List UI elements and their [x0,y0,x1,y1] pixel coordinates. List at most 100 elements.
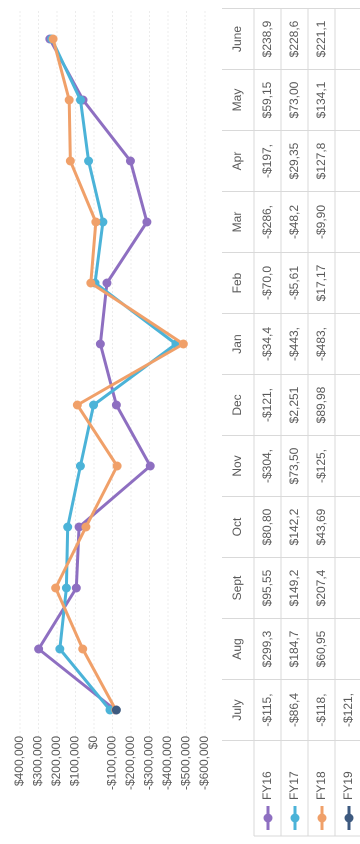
category-label: May [230,89,244,112]
point [78,644,88,654]
legend-marker [317,813,327,823]
point [112,461,122,471]
point [111,705,121,715]
table-value: $59,15 [260,81,274,118]
point [91,217,101,227]
category-label: Apr [230,152,244,171]
legend-marker [344,813,354,823]
table-value: -$121, [341,693,355,727]
y-tick-label: $400,000 [12,736,26,786]
y-tick-label: $100,000 [68,736,82,786]
y-tick-label: $200,000 [49,736,63,786]
y-tick-label: -$500,000 [179,736,193,790]
series-line [50,38,178,711]
point [55,644,65,654]
table-value: $299,3 [260,630,274,667]
category-label: Jan [230,334,244,353]
table-value: -$70,0 [260,266,274,300]
point [89,400,99,410]
table-value: -$197, [260,144,274,178]
point [81,522,91,532]
category-label: Aug [230,638,244,659]
point [61,583,71,593]
legend-marker [263,813,273,823]
y-tick-label: -$200,000 [123,736,137,790]
table-value: $207,4 [314,569,328,606]
table-value: -$121, [260,388,274,422]
category-label: Mar [230,212,244,233]
category-label: Oct [230,517,244,536]
point [145,461,155,471]
legend-marker [290,813,300,823]
table-value: $43,69 [314,508,328,545]
table-value: $127,8 [314,142,328,179]
y-tick-label: -$100,000 [105,736,119,790]
table-value: -$86,4 [287,693,301,727]
point [34,644,44,654]
table-value: $134,1 [314,81,328,118]
point [63,522,73,532]
category-label: Dec [230,394,244,415]
table-value: $17,17 [314,264,328,301]
point [75,461,85,471]
legend-label: FY18 [314,771,328,800]
table-value: $73,00 [287,81,301,118]
table-value: -$304, [260,449,274,483]
table-value: -$115, [260,693,274,726]
point [75,95,85,105]
table-value: $184,7 [287,630,301,667]
legend-label: FY17 [287,771,301,800]
point [111,400,121,410]
table-value: -$443, [287,327,301,361]
table-value: $2,251 [287,386,301,423]
table-value: $60,95 [314,630,328,667]
point [86,278,96,288]
table-value: -$483, [314,327,328,361]
y-tick-label: -$600,000 [197,736,211,790]
table-value: -$48,2 [287,205,301,239]
category-label: Feb [230,272,244,293]
table-value: $221,1 [314,20,328,57]
point [71,583,81,593]
table-value: -$9,90 [314,205,328,239]
y-tick-label: $0 [86,736,100,750]
category-label: Nov [230,455,244,476]
series-line [51,38,185,711]
category-label: June [230,26,244,52]
table-value: $73,50 [287,447,301,484]
point [98,217,108,227]
table-value: $142,2 [287,508,301,545]
point [48,34,58,44]
rotated-chart: -$600,000 -$500,000 -$400,000 -$300,000 -$20… [12,8,360,837]
y-tick-label: -$400,000 [160,736,174,790]
category-label: Sept [230,575,244,600]
y-tick-label: $300,000 [31,736,45,786]
series-line [37,38,152,712]
point [74,522,84,532]
table-value: $149,2 [287,569,301,606]
point [102,278,112,288]
table-value: -$286, [260,205,274,239]
point [142,217,152,227]
table-value: -$34,4 [260,327,274,361]
table-value: $238,9 [260,20,274,57]
table-value: $89,98 [314,386,328,423]
point [72,400,82,410]
table-value: -$5,61 [287,266,301,300]
point [64,95,74,105]
point [51,583,61,593]
point [95,339,105,349]
legend-label: FY19 [341,771,355,800]
point [125,156,135,166]
table-value: $228,6 [287,20,301,57]
table-value: -$118, [314,693,328,726]
point [65,156,75,166]
table-value: -$125, [314,449,328,483]
y-tick-label: -$300,000 [142,736,156,790]
table-value: $29,35 [287,142,301,179]
point [84,156,94,166]
legend-label: FY16 [260,771,274,800]
point [178,339,188,349]
